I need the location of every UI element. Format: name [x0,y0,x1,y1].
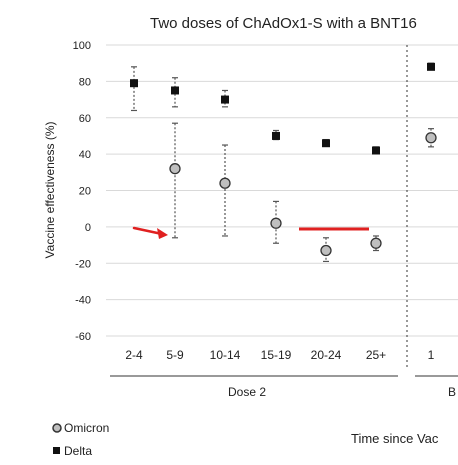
delta-point [322,139,330,148]
y-tick-labels: 100 80 60 40 20 0 -20 -40 -60 [73,40,91,343]
x-tick-label: 25+ [366,348,386,362]
group-label: Dose 2 [228,385,266,399]
y-tick-label: 0 [85,222,91,234]
x-tick-label: 15-19 [261,348,292,362]
x-tick-label: 20-24 [311,348,342,362]
omicron-point [270,217,282,229]
delta-point [372,146,380,155]
red-arrow-head [157,228,168,239]
delta-point [171,86,179,95]
legend-omicron-label: Omicron [64,421,109,435]
y-tick-label: -40 [75,295,91,307]
red-arrow-shaft [132,226,164,236]
data-marks [130,62,437,263]
delta-point [272,131,280,140]
omicron-point [169,163,181,175]
x-tick-label: 1 [428,348,435,362]
y-tick-label: -20 [75,258,91,270]
x-tick-labels: 2-4 5-9 10-14 15-19 20-24 25+ 1 [125,348,434,362]
omicron-point [320,244,332,257]
x-tick-label: 10-14 [210,348,241,362]
delta-point [130,79,138,88]
legend-delta-label: Delta [64,444,92,458]
x-axis-label: Time since Vac [351,431,439,446]
y-tick-label: 40 [79,149,91,161]
annotations [132,226,369,239]
omicron-point [425,132,437,144]
omicron-point [370,237,382,249]
legend: Omicron Delta [52,421,109,458]
y-tick-label: 60 [79,113,91,125]
x-tick-label: 5-9 [166,348,184,362]
group-label: B [448,385,456,399]
legend-delta-marker [53,447,60,454]
omicron-point [219,177,231,189]
y-tick-label: -60 [75,331,91,343]
legend-omicron-marker [52,423,62,433]
y-tick-label: 100 [73,40,91,52]
delta-point [221,95,229,104]
chart-title: Two doses of ChAdOx1-S with a BNT16 [150,15,417,32]
y-tick-label: 80 [79,76,91,88]
gridlines [106,44,458,337]
x-group-labels: Dose 2 B [110,375,458,399]
y-axis-label: Vaccine effectiveness (%) [43,122,57,259]
x-tick-label: 2-4 [125,348,143,362]
delta-point [427,62,435,71]
y-tick-label: 20 [79,186,91,198]
